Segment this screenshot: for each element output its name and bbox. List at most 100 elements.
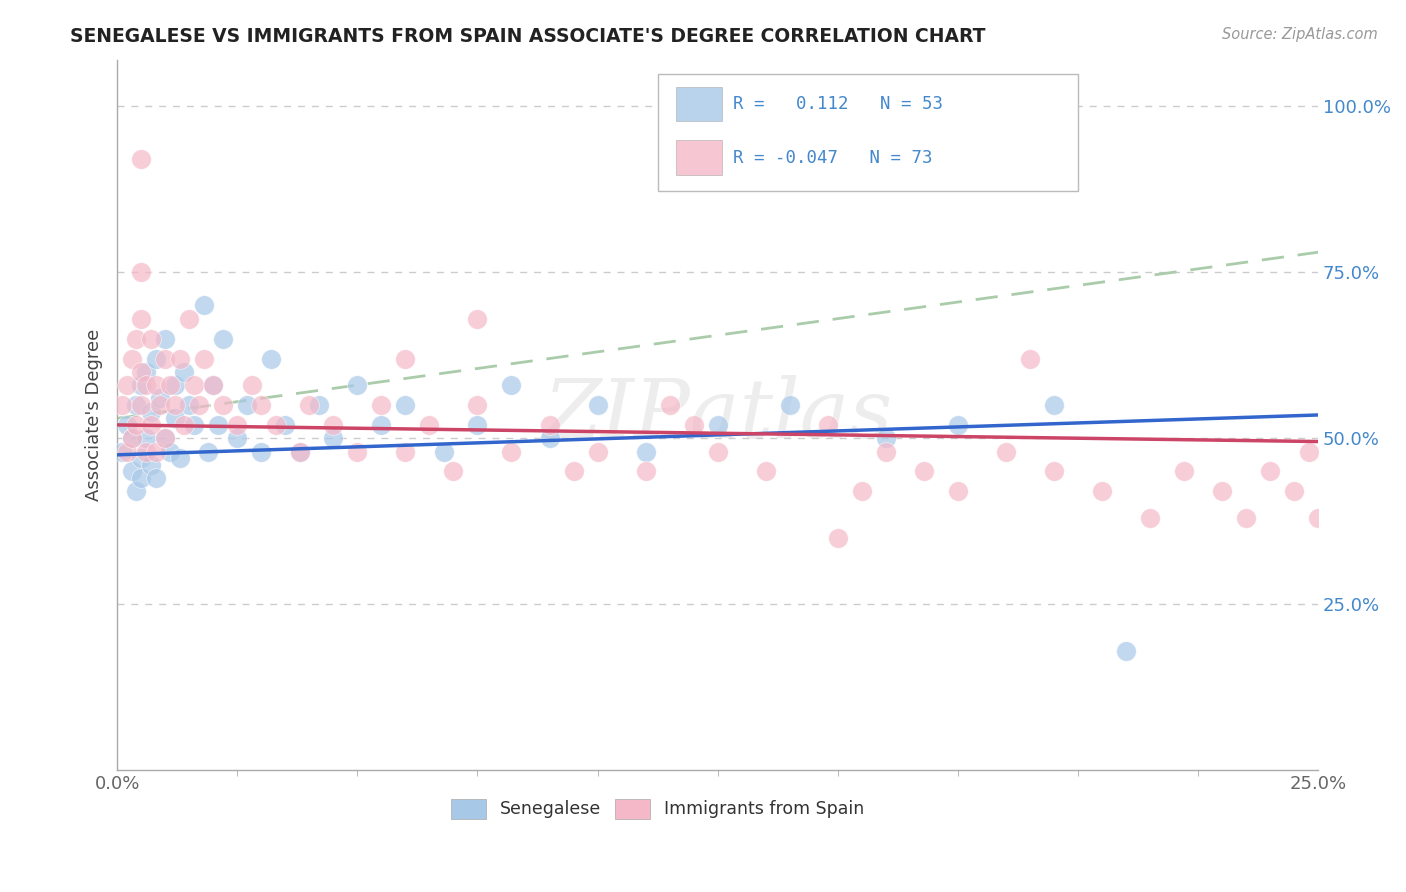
Point [212,398,235,412]
Point [169,451,191,466]
Point [538,417,561,432]
Point [125,332,148,346]
Point [121,431,143,445]
Point [706,444,728,458]
Point [121,431,143,445]
Point [1019,351,1042,366]
Point [145,378,167,392]
Point [135,444,157,458]
Point [129,365,152,379]
Point [260,351,283,366]
Point [129,398,152,412]
Point [125,417,148,432]
Point [145,351,167,366]
Point [467,417,489,432]
Point [155,431,177,445]
Point [121,351,143,366]
Point [155,332,177,346]
Point [115,444,138,458]
FancyBboxPatch shape [676,140,723,175]
Point [163,378,186,392]
Point [322,431,344,445]
Point [274,417,297,432]
FancyBboxPatch shape [658,74,1078,191]
Point [467,311,489,326]
Point [145,444,167,458]
Point [1091,484,1114,499]
Legend: Senegalese, Immigrants from Spain: Senegalese, Immigrants from Spain [444,792,870,826]
Point [159,378,181,392]
Point [193,298,215,312]
Y-axis label: Associate's Degree: Associate's Degree [86,329,103,501]
Point [111,444,134,458]
Point [1115,644,1137,658]
Point [1043,465,1066,479]
Text: Source: ZipAtlas.com: Source: ZipAtlas.com [1222,27,1378,42]
Point [634,444,657,458]
Point [159,444,181,458]
Point [250,398,273,412]
Point [173,365,195,379]
Point [1258,465,1281,479]
Point [394,444,416,458]
Point [129,153,152,167]
Point [308,398,330,412]
Point [1139,511,1161,525]
Point [179,398,201,412]
Point [250,444,273,458]
FancyBboxPatch shape [676,87,723,121]
Point [827,531,849,545]
Point [1282,484,1305,499]
Point [173,417,195,432]
Point [1298,444,1320,458]
Point [149,392,172,406]
Point [169,351,191,366]
Point [183,417,205,432]
Point [288,444,311,458]
Point [346,378,368,392]
Point [501,444,523,458]
Point [1234,511,1257,525]
Point [634,465,657,479]
Point [394,351,416,366]
Point [129,311,152,326]
Point [706,417,728,432]
Point [139,404,162,418]
Point [135,365,157,379]
Point [187,398,209,412]
Point [179,311,201,326]
Point [538,431,561,445]
Point [155,351,177,366]
Point [183,378,205,392]
Point [817,417,839,432]
Point [298,398,321,412]
Point [264,417,287,432]
Point [779,398,801,412]
Point [202,378,225,392]
Point [658,398,681,412]
Point [125,398,148,412]
Point [139,332,162,346]
Point [288,444,311,458]
Point [394,398,416,412]
Point [443,465,465,479]
Point [586,398,609,412]
Point [467,398,489,412]
Point [370,398,392,412]
Point [155,431,177,445]
Point [202,378,225,392]
Point [115,378,138,392]
Point [129,451,152,466]
Point [433,444,456,458]
Point [197,444,219,458]
Point [193,351,215,366]
Point [755,465,778,479]
Text: SENEGALESE VS IMMIGRANTS FROM SPAIN ASSOCIATE'S DEGREE CORRELATION CHART: SENEGALESE VS IMMIGRANTS FROM SPAIN ASSO… [70,27,986,45]
Point [163,398,186,412]
Point [586,444,609,458]
Point [236,398,259,412]
Point [115,417,138,432]
Point [139,417,162,432]
Point [682,417,704,432]
Point [129,265,152,279]
